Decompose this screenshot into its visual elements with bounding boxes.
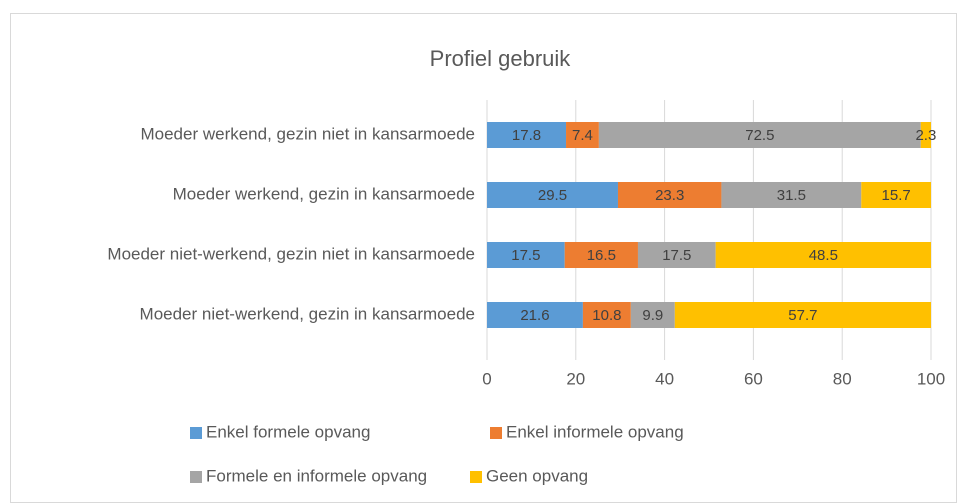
data-label: 17.5: [662, 247, 691, 264]
legend-label: Enkel formele opvang: [206, 422, 370, 441]
bar-segment: [715, 242, 931, 268]
y-tick-label: Moeder werkend, gezin in kansarmoede: [173, 184, 475, 203]
data-label: 72.5: [745, 127, 774, 144]
bar-segment: [566, 122, 599, 148]
x-tick-label: 80: [833, 369, 852, 388]
data-label: 48.5: [809, 247, 838, 264]
bar-segment: [487, 182, 618, 208]
data-label: 7.4: [572, 127, 593, 144]
bar-segment: [630, 302, 675, 328]
x-tick-label: 0: [482, 369, 491, 388]
legend-swatch: [470, 471, 482, 483]
chart-title: Profiel gebruik: [430, 46, 572, 71]
data-label: 17.5: [511, 247, 540, 264]
legend-swatch: [490, 427, 502, 439]
legend-label: Geen opvang: [486, 466, 588, 485]
bar-segment: [674, 302, 931, 328]
bar-segment: [487, 242, 565, 268]
bar-segment: [861, 182, 931, 208]
bar-segment: [487, 122, 567, 148]
legend-label: Enkel informele opvang: [506, 422, 684, 441]
data-label: 10.8: [592, 307, 621, 324]
y-tick-label: Moeder niet-werkend, gezin in kansarmoed…: [140, 304, 475, 323]
y-tick-label: Moeder werkend, gezin niet in kansarmoed…: [140, 124, 475, 143]
x-tick-label: 40: [655, 369, 674, 388]
data-label: 15.7: [882, 187, 911, 204]
bar-segment: [564, 242, 638, 268]
bar-segment: [721, 182, 862, 208]
legend-label: Formele en informele opvang: [206, 466, 427, 485]
y-tick-label: Moeder niet-werkend, gezin niet in kansa…: [107, 244, 475, 263]
data-label: 16.5: [587, 247, 616, 264]
data-label: 2.3: [915, 127, 936, 144]
x-tick-label: 20: [566, 369, 585, 388]
data-label: 31.5: [777, 187, 806, 204]
data-label: 9.9: [642, 307, 663, 324]
x-tick-label: 100: [917, 369, 945, 388]
bar-segment: [617, 182, 722, 208]
legend-swatch: [190, 427, 202, 439]
data-label: 57.7: [788, 307, 817, 324]
bar-segment: [637, 242, 716, 268]
data-label: 21.6: [520, 307, 549, 324]
bar-segment: [920, 122, 931, 148]
x-tick-label: 60: [744, 369, 763, 388]
bar-segment: [582, 302, 631, 328]
data-label: 17.8: [512, 127, 541, 144]
legend-swatch: [190, 471, 202, 483]
data-label: 29.5: [538, 187, 567, 204]
bar-segment: [487, 302, 583, 328]
data-label: 23.3: [655, 187, 684, 204]
bar-segment: [598, 122, 921, 148]
